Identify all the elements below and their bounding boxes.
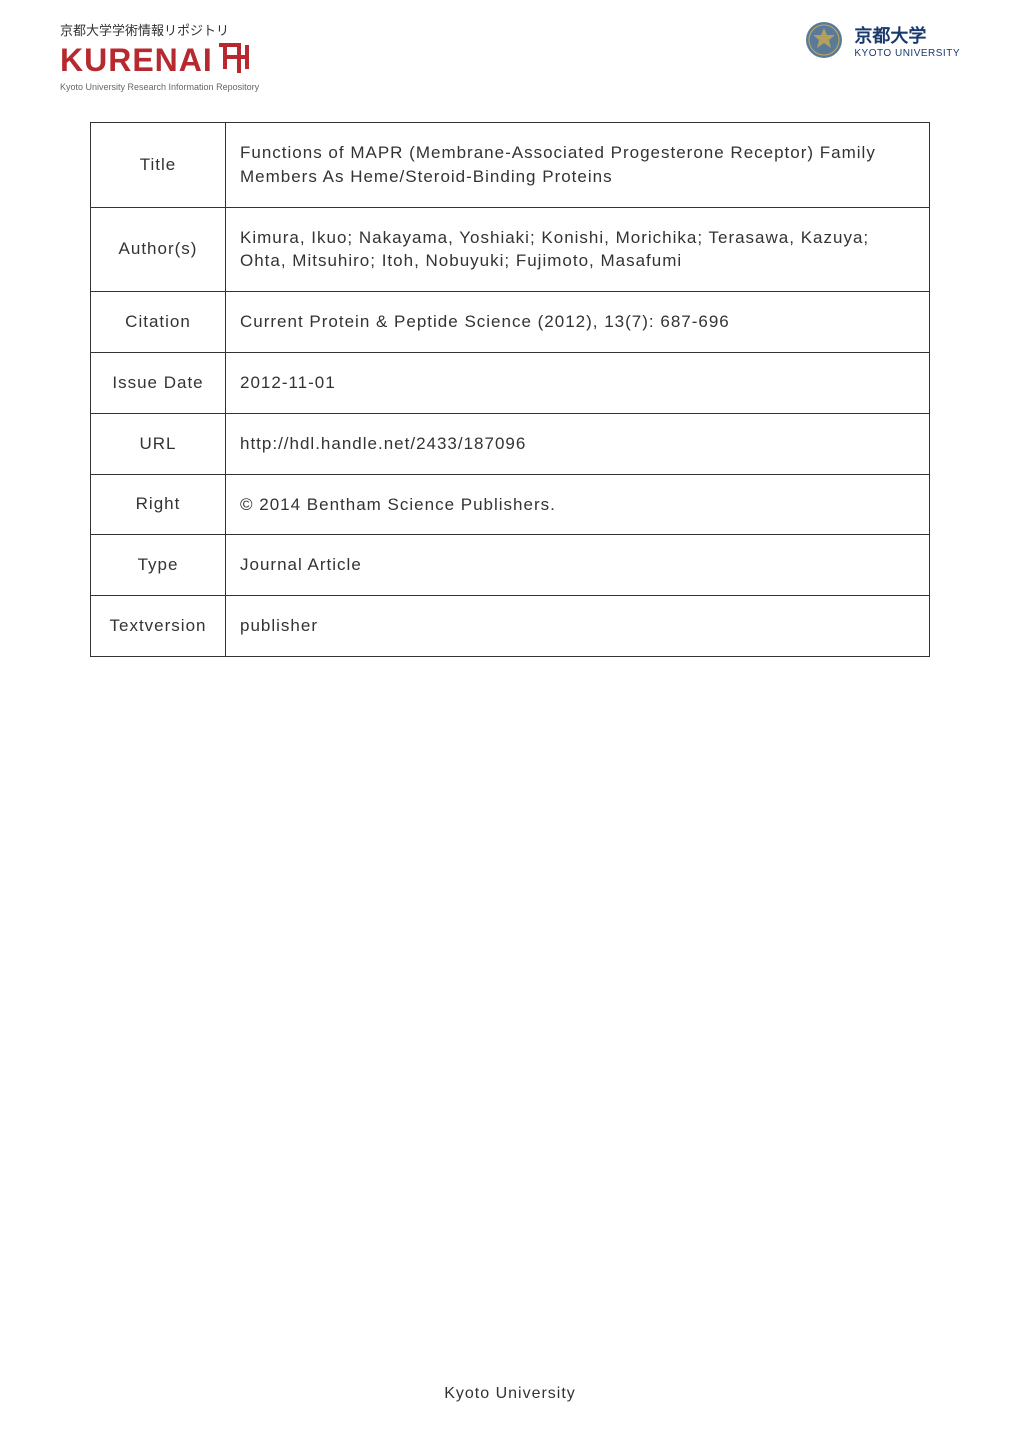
- table-row: Citation Current Protein & Peptide Scien…: [91, 292, 930, 353]
- kyoto-univ-text: 京都大学 KYOTO UNIVERSITY: [854, 22, 960, 59]
- kyoto-univ-logo-block: 京都大学 KYOTO UNIVERSITY: [804, 20, 960, 60]
- page-header: 京都大学学術情報リポジトリ KURENAI Kyoto University R…: [0, 0, 1020, 102]
- label-citation: Citation: [91, 292, 226, 353]
- kyoto-univ-en: KYOTO UNIVERSITY: [854, 48, 960, 59]
- table-row: Type Journal Article: [91, 535, 930, 596]
- value-right: © 2014 Bentham Science Publishers.: [226, 474, 930, 535]
- label-authors: Author(s): [91, 207, 226, 292]
- table-row: Issue Date 2012-11-01: [91, 352, 930, 413]
- table-row: Textversion publisher: [91, 596, 930, 657]
- kyoto-univ-jp: 京都大学: [854, 22, 960, 48]
- metadata-table: Title Functions of MAPR (Membrane-Associ…: [90, 122, 930, 657]
- label-textversion: Textversion: [91, 596, 226, 657]
- page-footer: Kyoto University: [0, 1385, 1020, 1403]
- table-row: Author(s) Kimura, Ikuo; Nakayama, Yoshia…: [91, 207, 930, 292]
- kurenai-main: KURENAI: [60, 41, 259, 80]
- value-authors: Kimura, Ikuo; Nakayama, Yoshiaki; Konish…: [226, 207, 930, 292]
- kurenai-icon: [217, 41, 251, 80]
- value-textversion: publisher: [226, 596, 930, 657]
- label-issue-date: Issue Date: [91, 352, 226, 413]
- value-issue-date: 2012-11-01: [226, 352, 930, 413]
- table-row: Title Functions of MAPR (Membrane-Associ…: [91, 123, 930, 208]
- kurenai-wordmark: KURENAI: [60, 42, 213, 79]
- label-title: Title: [91, 123, 226, 208]
- value-type: Journal Article: [226, 535, 930, 596]
- label-right: Right: [91, 474, 226, 535]
- metadata-table-body: Title Functions of MAPR (Membrane-Associ…: [91, 123, 930, 657]
- value-title: Functions of MAPR (Membrane-Associated P…: [226, 123, 930, 208]
- kurenai-jp-label: 京都大学学術情報リポジトリ: [60, 20, 259, 39]
- table-row: Right © 2014 Bentham Science Publishers.: [91, 474, 930, 535]
- kurenai-sub-label: Kyoto University Research Information Re…: [60, 82, 259, 92]
- table-row: URL http://hdl.handle.net/2433/187096: [91, 413, 930, 474]
- value-url: http://hdl.handle.net/2433/187096: [226, 413, 930, 474]
- value-citation: Current Protein & Peptide Science (2012)…: [226, 292, 930, 353]
- kurenai-logo-block: 京都大学学術情報リポジトリ KURENAI Kyoto University R…: [60, 20, 259, 92]
- label-type: Type: [91, 535, 226, 596]
- kyoto-univ-emblem-icon: [804, 20, 844, 60]
- label-url: URL: [91, 413, 226, 474]
